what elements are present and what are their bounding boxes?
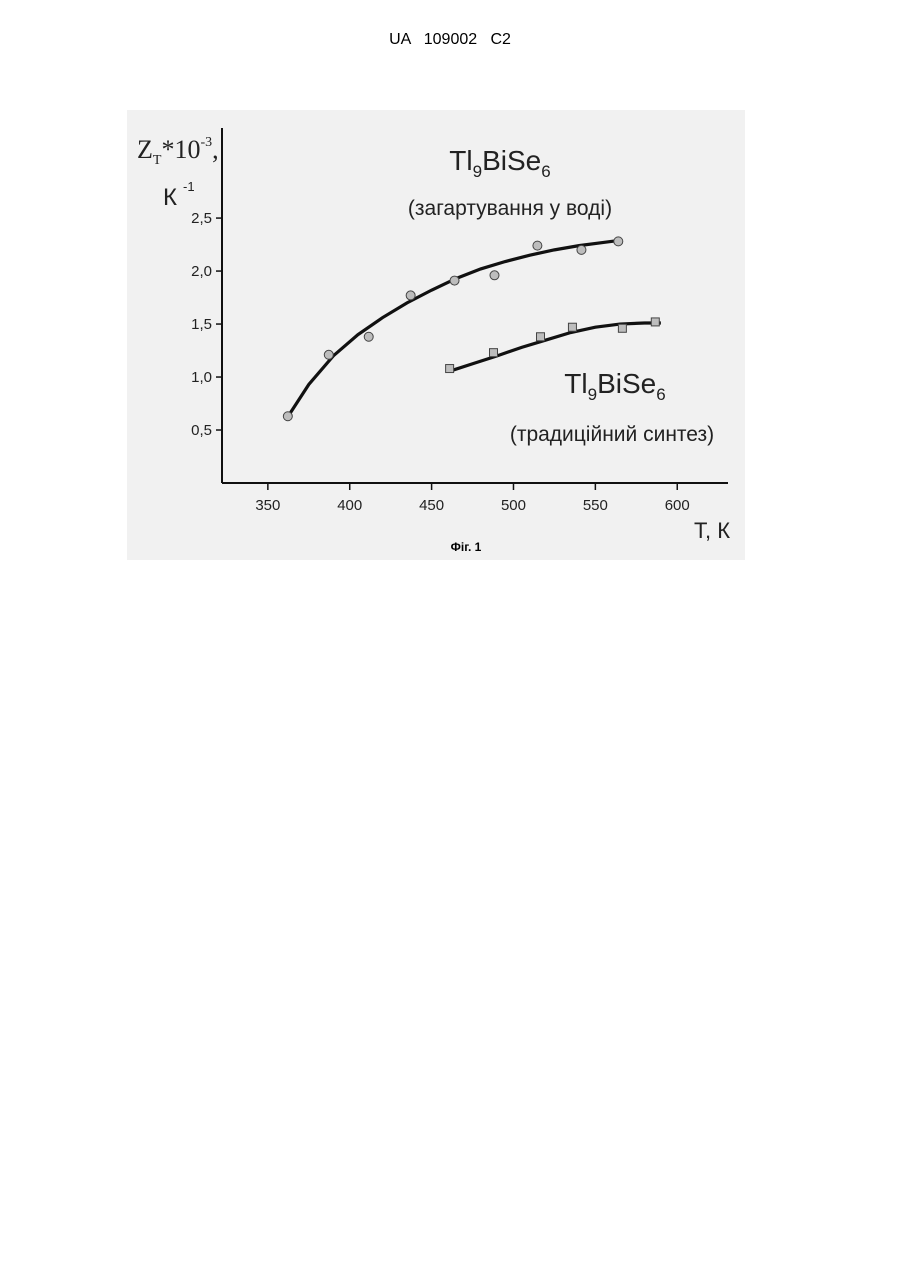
y-label-part: -3 [200, 135, 212, 150]
data-point [450, 276, 459, 285]
data-point [577, 245, 586, 254]
page: UA 109002 C2 Фіг. 1 0,5 1,0 1,5 2,0 2,5 350 40… [0, 0, 901, 1273]
y-label-part: *10 [161, 135, 200, 164]
x-tick-label: 500 [501, 497, 526, 514]
series-name: Tl9BiSe6 [449, 145, 550, 181]
data-point [324, 350, 333, 359]
name-part: 6 [541, 162, 550, 181]
data-point [618, 324, 626, 332]
name-part: 6 [656, 385, 665, 404]
x-tick-label: 600 [665, 497, 690, 514]
y-tick-label: 1,0 [191, 369, 212, 386]
y-label-part: Z [137, 135, 153, 164]
data-point [490, 271, 499, 280]
data-point [406, 291, 415, 300]
name-part: BiSe [597, 368, 656, 399]
data-point [364, 332, 373, 341]
y-tick-label: 1,5 [191, 316, 212, 333]
x-tick-label: 550 [583, 497, 608, 514]
data-point [651, 318, 659, 326]
y-label-part: К [163, 184, 177, 211]
y-tick-label: 2,0 [191, 263, 212, 280]
x-tick-label: 400 [337, 497, 362, 514]
x-axis-label: T, К [694, 518, 730, 543]
y-label-part: -1 [183, 179, 195, 194]
data-point [446, 365, 454, 373]
data-point [537, 333, 545, 341]
data-point [283, 412, 292, 421]
figure-caption: Фіг. 1 [451, 540, 482, 554]
y-label-part: , [212, 135, 219, 164]
data-point [568, 323, 576, 331]
data-point [614, 237, 623, 246]
data-point [490, 349, 498, 357]
name-part: 9 [588, 385, 597, 404]
name-part: 9 [473, 162, 482, 181]
name-part: Tl [449, 145, 472, 176]
y-tick-label: 0,5 [191, 422, 212, 439]
data-point [533, 241, 542, 250]
series-note: (традиційний синтез) [510, 423, 714, 446]
patent-number: UA 109002 C2 [389, 31, 511, 48]
name-part: BiSe [482, 145, 541, 176]
name-part: Tl [564, 368, 587, 399]
figure-background [127, 110, 745, 560]
y-tick-label: 2,5 [191, 210, 212, 227]
x-tick-label: 450 [419, 497, 444, 514]
series-note: (загартування у воді) [408, 197, 612, 220]
series-name: Tl9BiSe6 [564, 368, 665, 404]
x-tick-label: 350 [255, 497, 280, 514]
